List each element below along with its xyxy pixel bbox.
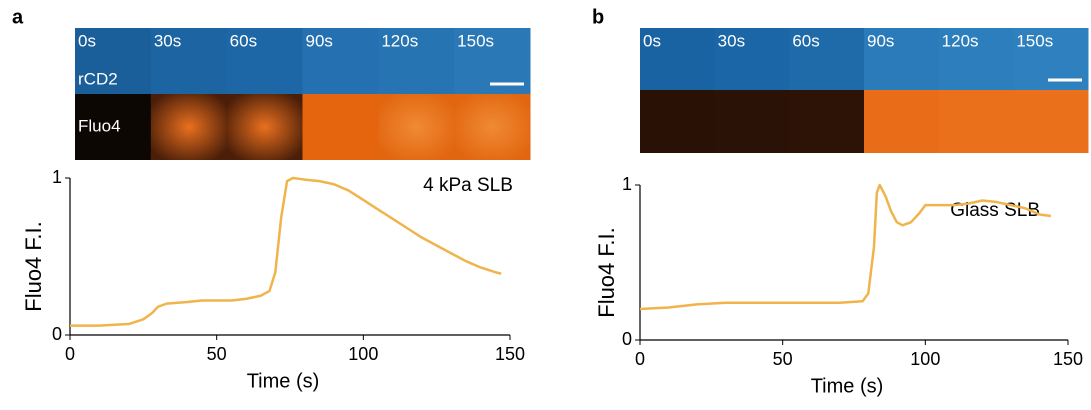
time-label: 120s [381,31,418,50]
x-tick-label: 50 [207,344,227,364]
time-label: 120s [942,31,979,50]
time-label: 90s [867,31,894,50]
image-frame [1013,90,1089,153]
x-tick-label: 100 [910,349,940,369]
chart-title: 4 kPa SLB [423,175,513,196]
x-axis-label: Time (s) [811,375,884,397]
x-axis-label: Time (s) [247,370,320,392]
time-label: 60s [230,31,257,50]
x-tick-label: 0 [65,344,75,364]
image-frame [938,28,1014,90]
channel-label: rCD2 [78,69,118,88]
image-frame [864,28,940,90]
image-frame [302,28,379,94]
x-tick-label: 50 [773,349,793,369]
x-tick-label: 150 [495,344,525,364]
image-frame [302,94,379,160]
image-frame [714,90,790,153]
time-label: 0s [78,31,96,50]
time-label: 90s [306,31,333,50]
image-frame [864,90,940,153]
time-label: 30s [718,31,745,50]
image-frame [454,94,531,160]
image-frame [378,28,455,94]
panel-label: b [592,6,604,28]
image-frame [640,90,716,153]
image-frame [714,28,790,90]
image-frame [150,28,228,94]
x-tick-label: 0 [635,349,645,369]
y-tick-label: 1 [622,174,632,194]
image-frame [378,94,455,160]
y-tick-label: 1 [52,167,62,187]
image-frame [226,94,303,160]
y-tick-label: 0 [622,329,632,349]
data-line [639,183,1052,311]
image-frame [789,90,865,153]
time-label: 150s [457,31,494,50]
image-frame [75,94,152,160]
y-tick-label: 0 [52,324,62,344]
image-frame [150,94,228,160]
data-line [70,176,502,327]
time-label: 150s [1016,31,1053,50]
time-label: 30s [154,31,181,50]
time-label: 60s [792,31,819,50]
y-axis-label: Fluo4 F.I. [594,227,619,317]
channel-label: Fluo4 [78,116,121,135]
x-tick-label: 150 [1053,349,1083,369]
image-frame [75,28,152,94]
image-frame [640,28,716,90]
image-frame [226,28,303,94]
chart-title: Glass SLB [950,200,1040,221]
image-frame [789,28,865,90]
image-frame [938,90,1014,153]
time-label: 0s [643,31,661,50]
panel-label: a [12,6,24,28]
x-tick-label: 100 [348,344,378,364]
y-axis-label: Fluo4 F.I. [21,221,46,311]
